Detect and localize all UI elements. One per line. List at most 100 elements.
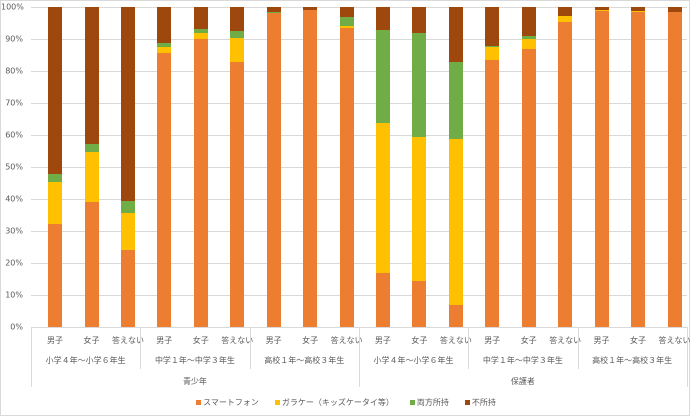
- bar-segment: [121, 250, 135, 327]
- bar-segment: [48, 173, 62, 182]
- bar-segment: [121, 200, 135, 214]
- legend-label: 不所持: [471, 398, 496, 407]
- bar-segment: [375, 30, 390, 124]
- legend-item: スマートフォン: [196, 397, 259, 408]
- axis-separator: [250, 327, 251, 369]
- x-tick-label: 男子: [265, 336, 282, 345]
- stacked-bar: [558, 6, 573, 327]
- bar-segment: [266, 13, 281, 327]
- bar-segment: [303, 10, 318, 327]
- bar-segment: [594, 11, 609, 327]
- stacked-bar: [266, 6, 281, 327]
- x-tick-label: 答えない: [112, 336, 144, 345]
- y-tick-label: 80%: [5, 66, 23, 76]
- stacked-bar: [448, 6, 463, 327]
- bar-segment: [631, 11, 645, 327]
- stacked-bar: [84, 6, 99, 327]
- axis-separator: [31, 327, 32, 387]
- axis-separator: [468, 327, 469, 369]
- bar-segment: [631, 10, 645, 12]
- bar-segment: [485, 59, 500, 327]
- bar-segment: [594, 6, 609, 11]
- y-tick-label: 90%: [5, 34, 23, 44]
- y-tick-label: 60%: [5, 130, 23, 140]
- x-group-label: 小学４年～小学６年生: [45, 356, 126, 365]
- legend-label: ガラケー（キッズケータイ等）: [281, 398, 394, 407]
- bar-segment: [48, 181, 62, 224]
- y-tick-label: 0%: [10, 322, 23, 332]
- x-tick-label: 男子: [593, 336, 610, 345]
- stacked-bar: [375, 6, 390, 327]
- stacked-bar: [412, 6, 427, 327]
- stacked-bar: [48, 6, 62, 327]
- bar-segment: [485, 6, 500, 46]
- gridline: [31, 263, 687, 264]
- x-tick-label: 男子: [374, 336, 391, 345]
- x-tick-label: 答えない: [221, 336, 254, 345]
- stacked-bar: [521, 6, 536, 327]
- stacked-bar: [631, 6, 645, 327]
- x-tick-label: 女子: [83, 336, 100, 345]
- bar-segment: [521, 6, 536, 36]
- bar-segment: [157, 42, 172, 47]
- bar-segment: [48, 6, 62, 174]
- stacked-bar: [485, 6, 500, 327]
- x-tick-label: 女子: [520, 336, 537, 345]
- axis-separator: [687, 327, 688, 387]
- gridline: [31, 7, 687, 8]
- bar-segment: [121, 213, 135, 251]
- bar-segment: [521, 49, 536, 327]
- gridline: [31, 71, 687, 72]
- bar-segment: [339, 6, 354, 18]
- y-tick-label: 20%: [5, 258, 23, 268]
- stacked-bar: [157, 6, 172, 327]
- legend-item: ガラケー（キッズケータイ等）: [274, 397, 394, 408]
- stacked-bar: [230, 6, 245, 327]
- bar-segment: [121, 6, 135, 201]
- bar-segment: [157, 46, 172, 53]
- y-tick-label: 10%: [5, 290, 23, 300]
- bar-segment: [558, 16, 573, 22]
- x-category-label: 保護者: [510, 377, 535, 386]
- stacked-bar: [667, 6, 682, 327]
- bar-segment: [412, 281, 427, 327]
- gridline: [31, 295, 687, 296]
- bar-segment: [667, 6, 682, 12]
- legend-swatch-icon: [409, 400, 415, 405]
- bar-segment: [193, 6, 208, 29]
- bar-segment: [448, 138, 463, 305]
- bar-segment: [266, 11, 281, 14]
- stacked-bar: [303, 6, 318, 327]
- bar-segment: [412, 32, 427, 137]
- gridline: [31, 231, 687, 232]
- bar-segment: [521, 38, 536, 50]
- stacked-bar: [121, 6, 135, 327]
- stacked-bar: [594, 6, 609, 327]
- y-tick-label: 50%: [5, 162, 23, 172]
- y-tick-label: 30%: [5, 226, 23, 236]
- bar-segment: [521, 35, 536, 39]
- gridline: [31, 199, 687, 200]
- bar-segment: [84, 143, 99, 152]
- bar-segment: [230, 30, 245, 38]
- bar-segment: [375, 123, 390, 273]
- bar-segment: [193, 33, 208, 39]
- x-category-label: 青少年: [182, 377, 207, 386]
- x-tick-label: 答えない: [330, 336, 363, 345]
- legend-item: 両方所持: [409, 397, 449, 408]
- bar-segment: [303, 6, 318, 11]
- x-tick-label: 答えない: [549, 336, 582, 345]
- bar-segment: [193, 38, 208, 327]
- bar-segment: [631, 6, 645, 11]
- x-group-label: 中学１年～中学３年生: [482, 356, 563, 365]
- axis-separator: [359, 327, 360, 387]
- bar-segment: [48, 223, 62, 327]
- x-axis-line: [31, 327, 687, 328]
- axis-separator: [140, 327, 141, 369]
- bar-segment: [230, 37, 245, 62]
- x-tick-label: 男子: [484, 336, 501, 345]
- gridline: [31, 167, 687, 168]
- bar-segment: [412, 6, 427, 33]
- x-group-label: 高校１年～高校３年生: [264, 356, 345, 365]
